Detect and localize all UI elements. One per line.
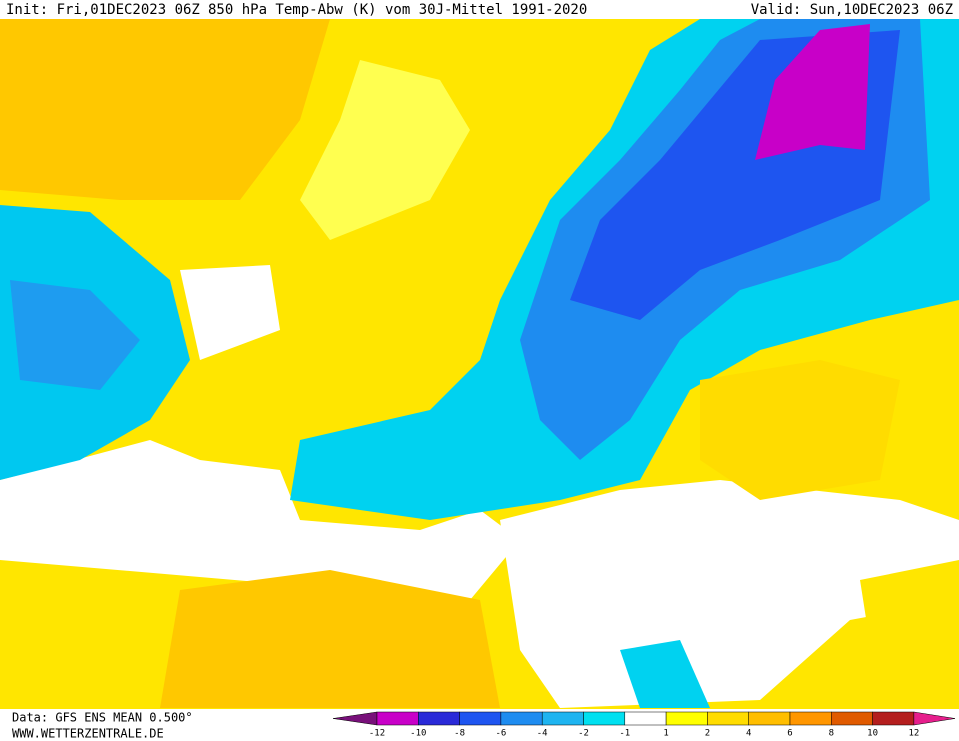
colorbar-tick-label: 12: [908, 729, 919, 739]
colorbar-segment: [872, 711, 915, 726]
colorbar-segment: [418, 711, 460, 726]
warm-south: [160, 570, 500, 708]
colorbar-segment: [789, 711, 832, 726]
warm-region: [0, 19, 330, 200]
extreme-cold: [755, 24, 870, 160]
colorbar-tick-label: 8: [829, 729, 834, 739]
colorbar-segment: [541, 711, 584, 726]
colorbar-tick-label: -4: [537, 729, 548, 739]
colorbar-arrow: [913, 711, 956, 726]
colorbar-segment: [459, 711, 502, 726]
cold-sahara: [620, 640, 710, 708]
colorbar-segment: [665, 711, 708, 726]
colorbar-segment: [376, 711, 419, 726]
colorbar-tick-label: 2: [705, 729, 710, 739]
colorbar-segment: [831, 711, 873, 726]
warm-east: [860, 560, 959, 708]
colorbar-segment: [624, 711, 667, 726]
colorbar-tick-label: 1: [663, 729, 668, 739]
colorbar-segment: [500, 711, 543, 726]
map-area: [0, 19, 959, 709]
colorbar: -12 -10 -8 -6 -4 -2 -1 1 2 4 6 8 10 12: [332, 711, 956, 739]
greenland-anomaly: [300, 60, 470, 240]
warm-balkans: [700, 360, 900, 500]
neutral-patch: [180, 265, 280, 360]
colorbar-segment: [707, 711, 749, 726]
data-source: Data: GFS ENS MEAN 0.500°: [12, 711, 193, 725]
colorbar-tick-label: -12: [369, 729, 385, 739]
colorbar-tick-label: -8: [454, 729, 465, 739]
map-title: 850 hPa Temp-Abw (K) vom 30J-Mittel 1991…: [208, 2, 587, 18]
neutral-south: [500, 480, 959, 708]
colorbar-tick-label: 10: [867, 729, 878, 739]
colder-west: [10, 280, 140, 390]
init-time: Init: Fri,01DEC2023 06Z: [6, 2, 200, 18]
colorbar-tick-label: -10: [410, 729, 426, 739]
colorbar-tick-label: 6: [787, 729, 792, 739]
colorbar-segment: [748, 711, 791, 726]
colorbar-tick-label: -1: [619, 729, 630, 739]
colorbar-tick-label: -2: [578, 729, 589, 739]
valid-time: Valid: Sun,10DEC2023 06Z: [751, 2, 953, 18]
neutral-band: [0, 440, 520, 600]
colorbar-segment: [583, 711, 626, 726]
colorbar-tick-label: 4: [746, 729, 751, 739]
site-credit: WWW.WETTERZENTRALE.DE: [12, 727, 164, 741]
colorbar-tick-label: -6: [495, 729, 506, 739]
